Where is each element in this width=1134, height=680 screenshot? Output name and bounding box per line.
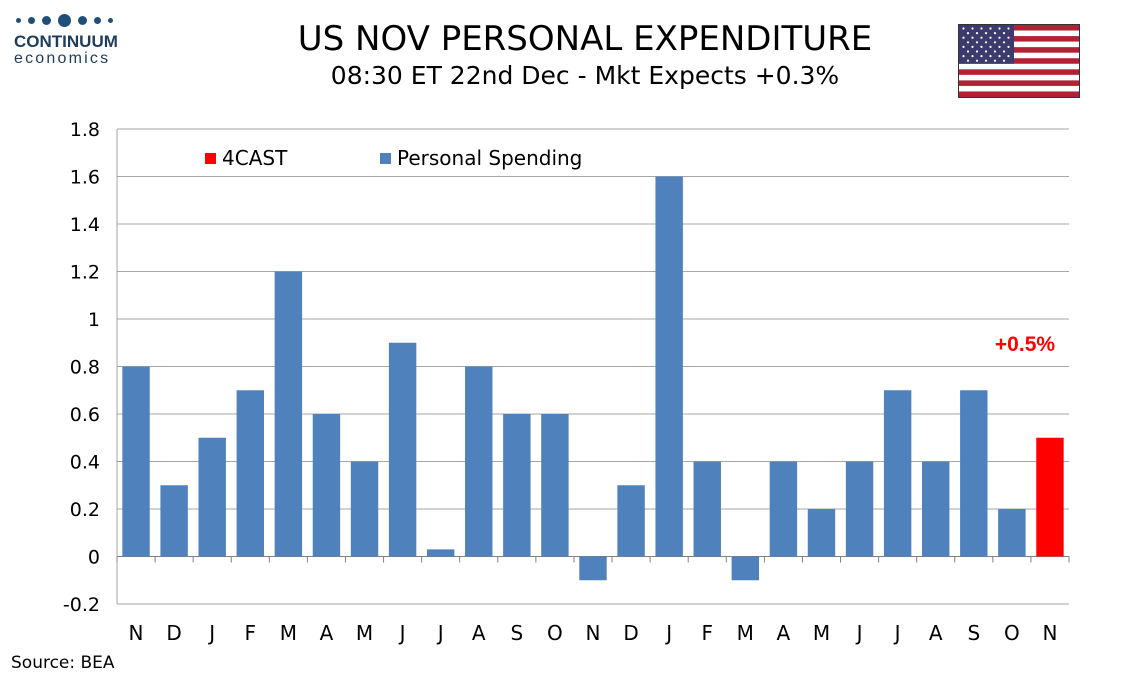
- bar-personal-spending: [960, 390, 988, 557]
- legend-item-personal-spending: Personal Spending: [380, 146, 582, 170]
- bar-personal-spending: [807, 509, 836, 557]
- y-tick-label: 1.4: [70, 214, 100, 236]
- legend-label-personal-spending: Personal Spending: [397, 146, 583, 170]
- bar-personal-spending: [503, 414, 531, 557]
- bar-personal-spending: [655, 176, 683, 557]
- legend-swatch-forecast: [205, 152, 216, 164]
- us-flag-icon: [958, 24, 1080, 98]
- continuum-logo: CONTINUUM economics: [14, 14, 134, 67]
- y-tick-label: 0.2: [70, 499, 100, 521]
- bar-personal-spending: [883, 390, 912, 557]
- y-tick-label: 1: [88, 309, 100, 331]
- bar-personal-spending: [922, 461, 950, 557]
- x-tick-label: D: [623, 621, 638, 645]
- bar-personal-spending: [845, 461, 874, 557]
- y-tick-label: -0.2: [63, 594, 100, 616]
- bar-personal-spending: [541, 414, 569, 557]
- y-tick-label: 0.4: [70, 452, 100, 474]
- x-tick-label: J: [436, 621, 444, 645]
- y-tick-label: 1.2: [70, 262, 100, 284]
- x-tick-label: S: [510, 621, 523, 645]
- x-tick-label: N: [1042, 621, 1057, 645]
- logo-dots-icon: [16, 14, 134, 27]
- bar-personal-spending: [350, 461, 379, 557]
- bar-personal-spending: [312, 414, 341, 557]
- bar-personal-spending: [122, 366, 150, 557]
- bar-personal-spending: [465, 366, 493, 557]
- bar-personal-spending: [579, 556, 607, 581]
- chart-title: US NOV PERSONAL EXPENDITURE: [297, 19, 873, 59]
- x-tick-label: A: [472, 621, 486, 645]
- bar-personal-spending: [388, 342, 417, 557]
- y-tick-label: 0: [88, 547, 100, 569]
- legend-label-4cast: 4CAST: [222, 146, 288, 170]
- bar-personal-spending: [198, 437, 226, 557]
- x-tick-label: F: [701, 621, 713, 645]
- bar-personal-spending: [274, 271, 303, 557]
- x-tick-label: N: [129, 621, 144, 645]
- x-tick-label: S: [967, 621, 980, 645]
- x-tick-label: N: [586, 621, 601, 645]
- x-tick-label: F: [245, 621, 257, 645]
- x-tick-label: M: [737, 621, 754, 645]
- bar-personal-spending: [998, 509, 1026, 557]
- bar-personal-spending: [236, 390, 264, 557]
- logo-name: CONTINUUM: [14, 32, 118, 51]
- x-tick-label: D: [166, 621, 181, 645]
- y-tick-label: 0.6: [70, 404, 100, 426]
- logo-tagline: economics: [14, 50, 111, 67]
- bar-personal-spending: [693, 461, 721, 557]
- x-tick-label: J: [398, 621, 406, 645]
- bar-4cast: [1036, 437, 1064, 557]
- x-tick-label: M: [813, 621, 830, 645]
- y-tick-label: 1.8: [70, 119, 100, 141]
- bar-personal-spending: [617, 485, 645, 557]
- y-tick-label: 0.8: [70, 357, 100, 379]
- bar-personal-spending: [426, 549, 455, 557]
- x-tick-label: A: [929, 621, 943, 645]
- x-tick-label: A: [320, 621, 334, 645]
- source-note: Source: BEA: [11, 653, 115, 673]
- chart-subtitle: 08:30 ET 22nd Dec - Mkt Expects +0.3%: [330, 61, 840, 90]
- x-tick-label: M: [356, 621, 373, 645]
- bar-personal-spending: [769, 461, 798, 557]
- x-tick-label: J: [664, 621, 672, 645]
- bar-personal-spending: [160, 485, 188, 557]
- legend-item-4cast: 4CAST: [205, 146, 287, 170]
- x-tick-label: J: [855, 621, 863, 645]
- x-tick-label: A: [777, 621, 791, 645]
- bar-personal-spending: [731, 556, 760, 581]
- x-tick-label: O: [547, 621, 563, 645]
- x-tick-label: M: [280, 621, 297, 645]
- forecast-annotation: +0.5%: [994, 333, 1056, 356]
- x-tick-label: J: [207, 621, 215, 645]
- y-tick-label: 1.6: [70, 167, 100, 189]
- legend-swatch-actual: [380, 152, 391, 164]
- x-tick-label: O: [1004, 621, 1020, 645]
- x-tick-label: J: [893, 621, 901, 645]
